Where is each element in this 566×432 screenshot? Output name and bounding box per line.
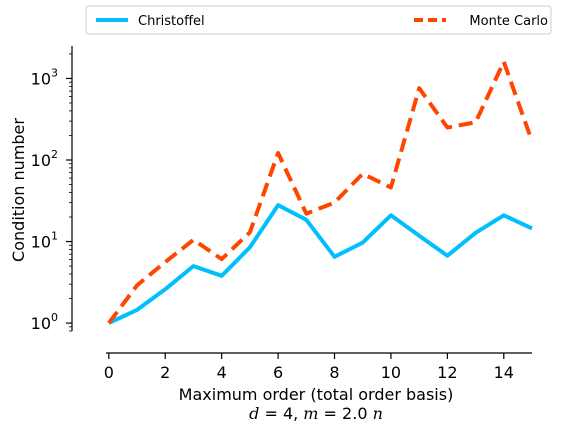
chart-subtitle: d = 4, m = 2.0 n (249, 404, 383, 423)
legend-label-monte-carlo: Monte Carlo (469, 14, 548, 29)
subtitle-m-value: = 2.0 (318, 404, 372, 423)
x-tick-label: 4 (217, 363, 227, 382)
x-axis-label: Maximum order (total order basis) (179, 385, 454, 404)
subtitle-d-symbol: d (249, 404, 259, 423)
x-tick-label: 0 (104, 363, 114, 382)
y-tick-label: 103 (31, 66, 58, 88)
x-tick-label: 8 (329, 363, 339, 382)
subtitle-n-symbol: n (373, 404, 383, 423)
y-tick-label: 101 (31, 230, 58, 252)
series-line-monte-carlo (107, 59, 534, 325)
axes: 0 2 4 6 8 10 12 14 100 101 102 103 (31, 46, 532, 382)
y-axis-label: Condition number (9, 118, 28, 262)
y-tick-label: 100 (31, 311, 58, 333)
x-tick-label: 2 (160, 363, 170, 382)
series-line-christoffel (107, 203, 533, 325)
legend-label-christoffel: Christoffel (138, 14, 205, 29)
y-tick-label: 102 (31, 148, 58, 170)
subtitle-d-value: = 4, (259, 404, 303, 423)
x-tick-label: 6 (273, 363, 283, 382)
x-tick-label: 10 (381, 363, 401, 382)
legend: Christoffel Monte Carlo (85, 5, 552, 35)
series-lines (107, 59, 534, 325)
x-tick-label: 12 (437, 363, 457, 382)
x-tick-label: 14 (494, 363, 514, 382)
subtitle-m-symbol: m (303, 404, 318, 423)
legend-frame (85, 5, 552, 35)
